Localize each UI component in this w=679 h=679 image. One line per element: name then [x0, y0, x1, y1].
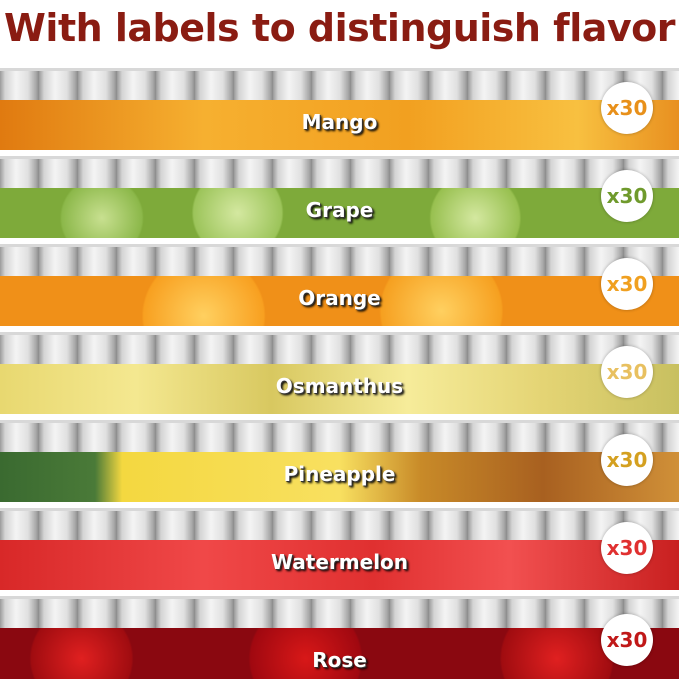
count-badge: x30	[601, 346, 653, 398]
flavor-band-osmanthus: Osmanthus x30	[0, 332, 679, 414]
count-badge: x30	[601, 614, 653, 666]
rolls-image	[0, 332, 679, 364]
flavor-label: Pineapple	[283, 462, 396, 486]
flavor-band-watermelon: Watermelon x30	[0, 508, 679, 590]
count-badge: x30	[601, 434, 653, 486]
rose-image	[0, 628, 679, 679]
flavor-label: Grape	[305, 198, 374, 222]
flavor-band-orange: Orange x30	[0, 244, 679, 326]
rolls-image	[0, 596, 679, 628]
flavor-label: Rose	[312, 648, 367, 672]
count-badge: x30	[601, 82, 653, 134]
orange-image	[0, 276, 679, 326]
rolls-image	[0, 508, 679, 540]
osmanthus-image	[0, 364, 679, 414]
flavor-band-mango: Mango x30	[0, 68, 679, 150]
rolls-image	[0, 156, 679, 188]
flavor-band-grape: Grape x30	[0, 156, 679, 238]
rolls-image	[0, 420, 679, 452]
flavor-label: Mango	[301, 110, 378, 134]
flavor-band-rose: Rose x30	[0, 596, 679, 679]
rolls-image	[0, 244, 679, 276]
rolls-image	[0, 68, 679, 100]
pineapple-image	[0, 452, 679, 502]
flavor-band-pineapple: Pineapple x30	[0, 420, 679, 502]
grape-image	[0, 188, 679, 238]
count-badge: x30	[601, 522, 653, 574]
watermelon-image	[0, 540, 679, 590]
page-title: With labels to distinguish flavor	[4, 6, 676, 50]
flavor-label: Orange	[298, 286, 381, 310]
flavor-label: Osmanthus	[275, 374, 404, 398]
count-badge: x30	[601, 258, 653, 310]
mango-image	[0, 100, 679, 150]
count-badge: x30	[601, 170, 653, 222]
flavor-label: Watermelon	[270, 550, 409, 574]
